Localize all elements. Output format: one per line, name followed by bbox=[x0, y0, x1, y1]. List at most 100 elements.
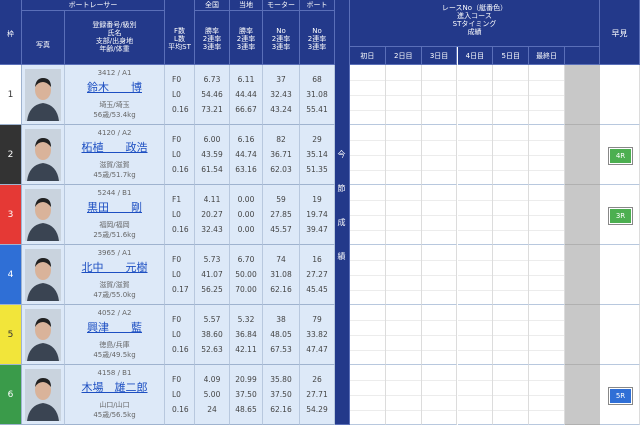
race-result-cell bbox=[529, 65, 565, 125]
photo bbox=[25, 189, 61, 241]
race-result-cell bbox=[457, 245, 494, 305]
race-result-cell bbox=[457, 185, 494, 245]
racer-branch: 埼玉/埼玉 bbox=[99, 101, 130, 109]
photo-hair bbox=[35, 258, 51, 267]
sub-line bbox=[350, 80, 385, 81]
stat-cell: 6.00 43.59 61.54 bbox=[195, 125, 230, 185]
stat-cell: 6.11 44.44 66.67 bbox=[230, 65, 263, 125]
group-field: No bbox=[312, 27, 322, 35]
sub-line bbox=[385, 410, 421, 411]
stat-value: 0.00 bbox=[237, 210, 255, 219]
sub-line bbox=[385, 140, 421, 141]
photo-hair bbox=[35, 318, 51, 327]
sub-line bbox=[457, 110, 493, 111]
stat-value: 27.27 bbox=[306, 270, 328, 279]
quick-cell bbox=[600, 245, 640, 305]
group-field: 3連率 bbox=[202, 43, 222, 51]
racer-field: 支部/出身地 bbox=[95, 37, 134, 45]
sub-line bbox=[421, 155, 457, 156]
race-header-line: 進入コース bbox=[457, 12, 492, 20]
stat-value: 37.50 bbox=[235, 390, 257, 399]
stat-value: 54.46 bbox=[201, 90, 223, 99]
day-label: 3日目 bbox=[429, 52, 449, 60]
stat-cell: 35.80 37.50 62.16 bbox=[263, 365, 300, 425]
racer-id-class: 5244 / B1 bbox=[97, 189, 132, 197]
group-header: モーター bbox=[263, 0, 300, 11]
stat-value: 4.09 bbox=[203, 375, 221, 384]
race-result-cell bbox=[350, 305, 386, 365]
photo-face bbox=[35, 80, 51, 100]
group-field: 2連率 bbox=[271, 35, 291, 43]
sub-line bbox=[350, 335, 385, 336]
stat-value: 68 bbox=[312, 75, 322, 84]
fl-st: F0 L0 0.16 bbox=[165, 365, 195, 425]
stat-value: 54.29 bbox=[306, 405, 328, 414]
group-field: 2連率 bbox=[307, 35, 327, 43]
racer-id-class: 4120 / A2 bbox=[97, 129, 132, 137]
fl-st: F0 L0 0.17 bbox=[165, 245, 195, 305]
day-label: 初日 bbox=[360, 52, 375, 60]
race-header-line: レースNo（艇番色） bbox=[441, 4, 508, 12]
sub-line bbox=[457, 380, 493, 381]
racer-branch: 福岡/福岡 bbox=[99, 221, 130, 229]
photo-body bbox=[27, 343, 59, 361]
stat-value: 43.24 bbox=[270, 105, 292, 114]
racer-photo bbox=[22, 125, 65, 185]
stat-value: 61.54 bbox=[201, 165, 223, 174]
sub-line bbox=[421, 200, 457, 201]
sub-line bbox=[529, 320, 564, 321]
racer-photo bbox=[22, 245, 65, 305]
stat-value: 19 bbox=[312, 195, 322, 204]
quick-badge[interactable]: 3R bbox=[608, 207, 633, 225]
sub-line bbox=[385, 80, 421, 81]
race-result-cell bbox=[457, 125, 494, 185]
photo-body bbox=[27, 223, 59, 241]
stat-value: 5.32 bbox=[237, 315, 255, 324]
frame-number: 4 bbox=[0, 245, 22, 305]
stat-value: 62.03 bbox=[270, 165, 292, 174]
racer-info: 4052 / A2 興津 藍徳島/兵庫 45歳/49.5kg bbox=[65, 305, 165, 365]
photo-header: 写真 bbox=[22, 11, 65, 65]
sub-line bbox=[457, 215, 493, 216]
racer-name: 興津 藍 bbox=[87, 321, 142, 334]
frame-number: 6 bbox=[0, 365, 22, 425]
race-result-cell bbox=[421, 65, 458, 125]
stat-value: 50.00 bbox=[235, 270, 257, 279]
sub-line bbox=[350, 215, 385, 216]
group-field: 3連率 bbox=[236, 43, 256, 51]
stat-value: 0.00 bbox=[237, 225, 255, 234]
stat-cell: 74 31.08 62.16 bbox=[263, 245, 300, 305]
stat-value: 74 bbox=[276, 255, 286, 264]
quick-badge[interactable]: 5R bbox=[608, 387, 633, 405]
stat-value: 44.74 bbox=[235, 150, 257, 159]
stat-cell: 37 32.43 43.24 bbox=[263, 65, 300, 125]
race-result-cell bbox=[350, 125, 386, 185]
racer-field: 年齢/体重 bbox=[99, 45, 130, 53]
stat-cell: 6.73 54.46 73.21 bbox=[195, 65, 230, 125]
stat-cell: 5.32 36.84 42.11 bbox=[230, 305, 263, 365]
photo-header-text: 写真 bbox=[36, 41, 50, 49]
stat-value: 39.47 bbox=[306, 225, 328, 234]
racer-info: 5244 / B1 黒田 剛福岡/福岡 25歳/51.6kg bbox=[65, 185, 165, 245]
fl-value: L0 bbox=[172, 150, 181, 159]
stat-value: 36.71 bbox=[270, 150, 292, 159]
stat-value: 63.16 bbox=[235, 165, 257, 174]
photo-hair bbox=[35, 138, 51, 147]
fl-value: F0 bbox=[172, 375, 182, 384]
sub-line bbox=[529, 335, 564, 336]
stat-value: 5.57 bbox=[203, 315, 221, 324]
sub-line bbox=[350, 350, 385, 351]
race-result-cell bbox=[421, 245, 458, 305]
quick-badge[interactable]: 4R bbox=[608, 147, 633, 165]
stat-value: 29 bbox=[312, 135, 322, 144]
race-result-cell bbox=[385, 365, 422, 425]
group-title: ボート bbox=[306, 1, 328, 9]
frame-header-text: 枠 bbox=[7, 30, 14, 38]
racer-info: 3965 / A1 北中 元樹 滋賀/滋賀 47歳/55.0kg bbox=[65, 245, 165, 305]
stat-cell: 6.70 50.00 70.00 bbox=[230, 245, 263, 305]
photo-body bbox=[27, 103, 59, 121]
stat-value: 33.82 bbox=[306, 330, 328, 339]
race-result-cell bbox=[385, 305, 422, 365]
fl-st: F1 L0 0.16 bbox=[165, 185, 195, 245]
